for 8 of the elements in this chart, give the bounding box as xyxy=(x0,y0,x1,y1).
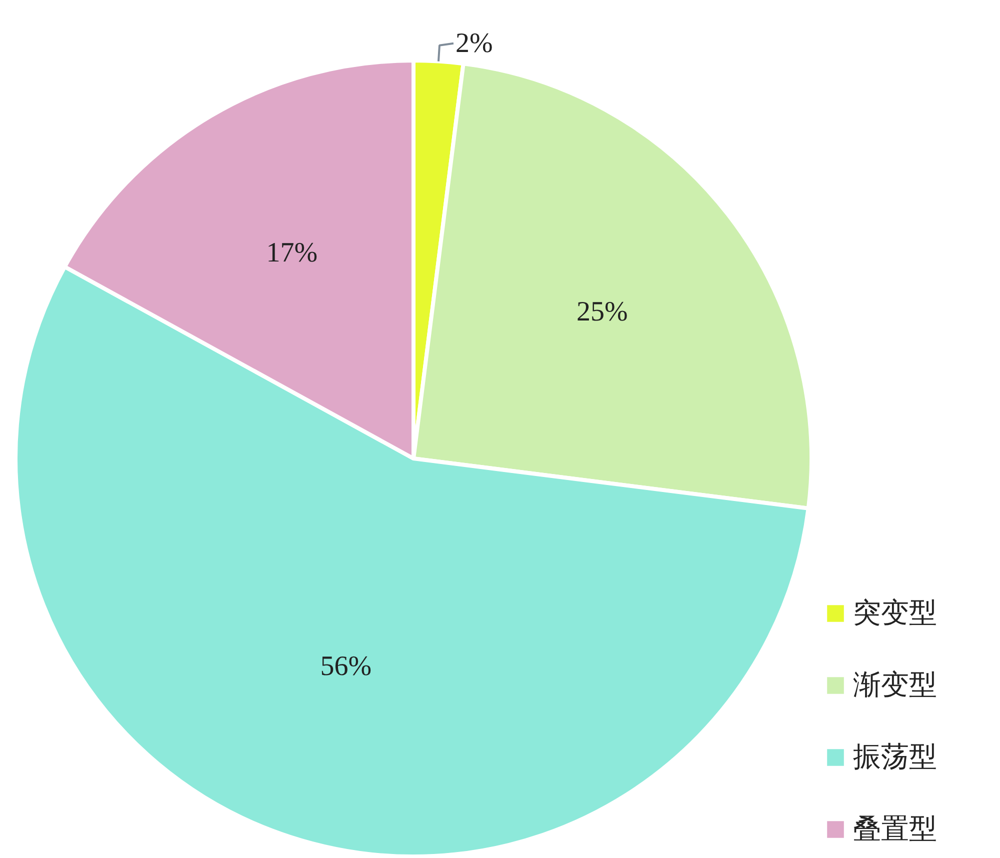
data-label: 17% xyxy=(266,237,318,268)
legend-label: 突变型 xyxy=(853,595,937,631)
data-label: 2% xyxy=(455,28,493,59)
legend-label: 叠置型 xyxy=(853,811,937,847)
data-label: 56% xyxy=(320,651,372,682)
data-label: 25% xyxy=(576,296,628,328)
legend-label: 渐变型 xyxy=(853,667,937,703)
legend-label: 振荡型 xyxy=(853,739,937,775)
